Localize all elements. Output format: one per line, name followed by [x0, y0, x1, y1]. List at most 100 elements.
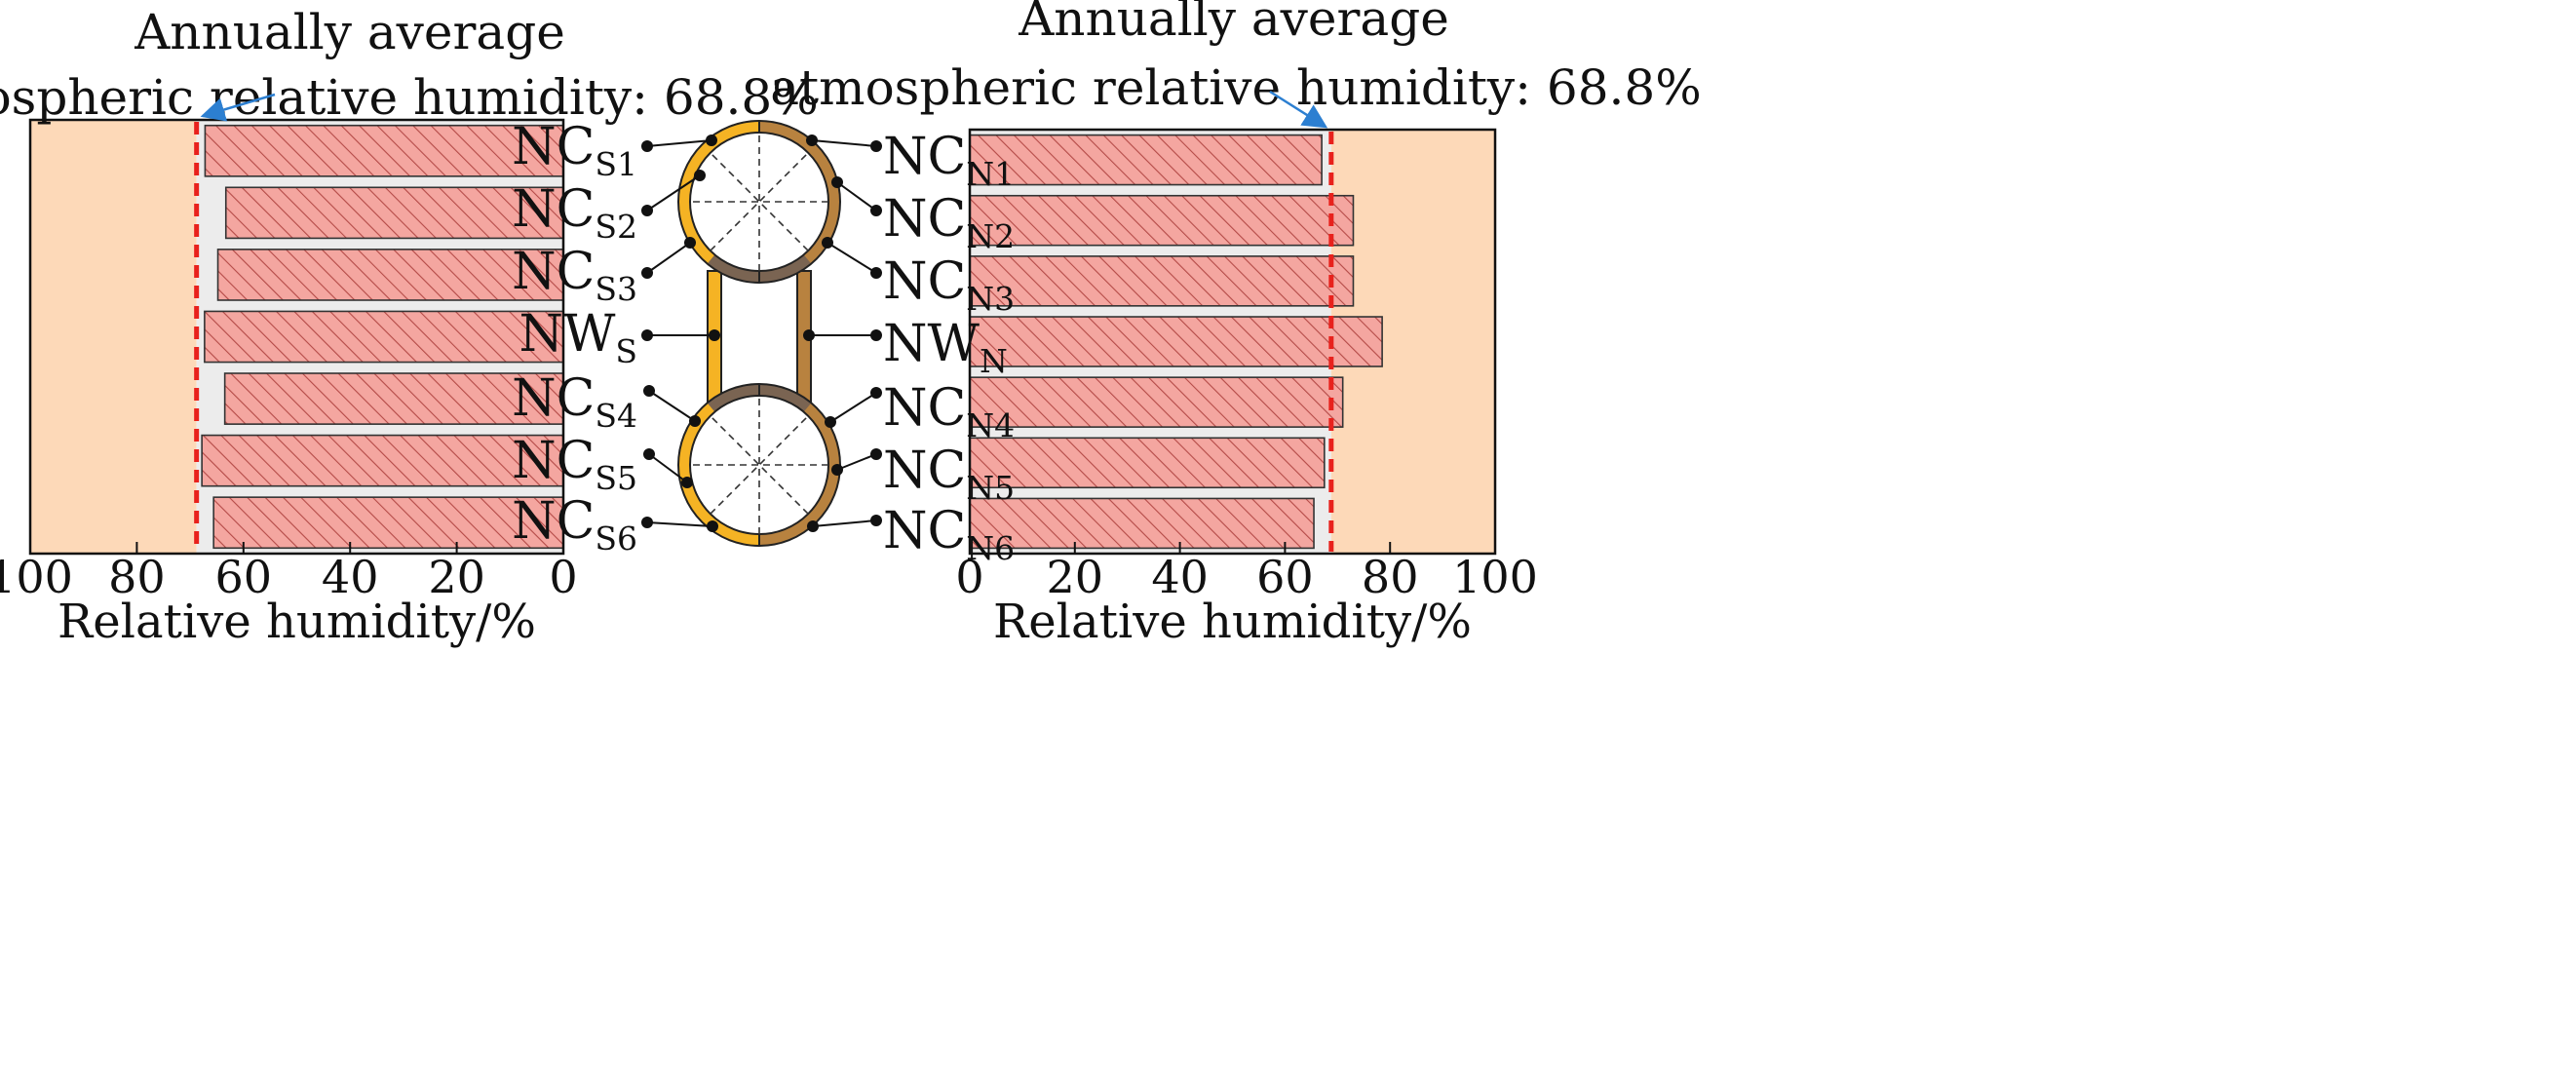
north-humidity-chart: 0 20 40 60 80 100 Relative humidity/% Annuall… [770, 0, 1702, 649]
x-axis-ticks: 0 20 40 60 80 100 [955, 542, 1538, 603]
measurement-point [706, 135, 717, 146]
label-nc-n1: NCN1 [883, 128, 1015, 193]
x-axis-label: Relative humidity/% [58, 595, 536, 649]
south-humidity-chart: 100 80 60 40 20 0 Relative humidity/% Annuall… [0, 4, 819, 649]
bar-nc-n4 [969, 376, 1344, 428]
leader-dot [641, 205, 653, 216]
bar-nc-s1 [204, 124, 564, 177]
leader-dot [643, 448, 655, 460]
x-tick-label: 60 [215, 551, 273, 603]
leader-s4 [648, 390, 696, 422]
bar-nc-s3 [216, 249, 564, 301]
bar-nc-s5 [201, 434, 564, 487]
bar-series [969, 134, 1383, 550]
label-nc-s1: NCS1 [512, 118, 637, 183]
leader-n3 [827, 242, 877, 274]
leader-dot [641, 140, 653, 152]
leader-s5 [648, 453, 688, 483]
measurement-point [807, 520, 819, 532]
x-tick-label: 80 [108, 551, 166, 603]
x-tick-label: 100 [1452, 551, 1538, 603]
bar-series [201, 124, 564, 550]
leader-s2 [646, 174, 701, 212]
leader-n2 [836, 181, 877, 212]
x-tick-label: 80 [1362, 551, 1419, 603]
leader-dot [641, 517, 653, 528]
leader-dot [870, 515, 882, 526]
measurement-point [689, 415, 701, 427]
leader-dot [870, 387, 882, 399]
leader-dot [641, 267, 653, 279]
bar-nw-n [969, 316, 1383, 367]
label-nc-s2: NCS2 [512, 180, 637, 246]
measurement-point [806, 135, 818, 146]
annotation-arrow [1269, 90, 1328, 129]
x-tick-label: 0 [955, 551, 983, 603]
plot-frame [28, 118, 565, 556]
leader-s1 [646, 139, 712, 147]
x-tick-label: 20 [1047, 551, 1104, 603]
x-tick-label: 0 [549, 551, 577, 603]
measurement-point [684, 237, 696, 249]
leader-n4 [829, 392, 877, 423]
x-tick-label: 40 [322, 551, 379, 603]
label-nc-n3: NCN3 [883, 252, 1015, 318]
annotation-line-1: Annually average [1018, 0, 1449, 47]
leader-s6 [646, 521, 713, 527]
measurement-point [709, 329, 720, 341]
x-tick-label: 40 [1151, 551, 1209, 603]
leader-n5 [836, 453, 877, 471]
label-nc-n6: NCN6 [883, 502, 1015, 567]
leader-dot [643, 385, 655, 397]
x-tick-label: 60 [1256, 551, 1314, 603]
measurement-point [822, 237, 833, 249]
annotation-line-2: atmospheric relative humidity: 68.8% [0, 69, 819, 126]
leader-s3 [646, 242, 691, 274]
leader-n6 [812, 519, 877, 527]
bar-nc-n5 [969, 437, 1326, 489]
bar-nc-s6 [212, 496, 564, 550]
measurement-point [681, 477, 693, 488]
label-nc-n2: NCN2 [883, 190, 1015, 255]
label-nc-n4: NCN4 [883, 379, 1015, 444]
measurement-point [694, 170, 706, 181]
x-axis-label: Relative humidity/% [993, 595, 1472, 649]
label-nw-s: NWS [519, 305, 637, 370]
x-tick-label: 100 [0, 551, 73, 603]
measurement-point [831, 176, 843, 188]
leader-dot [641, 329, 653, 341]
leader-dot [870, 448, 882, 460]
x-axis-ticks: 100 80 60 40 20 0 [0, 542, 578, 603]
label-nc-s6: NCS6 [512, 492, 637, 558]
plot-frame [968, 128, 1497, 556]
bar-nc-n3 [969, 255, 1355, 307]
bar-nw-s [204, 310, 564, 364]
above-average-zone [30, 120, 197, 554]
bar-nc-s4 [223, 372, 564, 425]
bar-nc-n1 [969, 134, 1323, 186]
label-nc-s5: NCS5 [512, 432, 637, 497]
tunnel-cross-section [677, 120, 841, 547]
annotation-arrow [200, 93, 276, 122]
measurement-point [803, 329, 815, 341]
measurement-point [707, 520, 718, 532]
measurement-point-labels: NCS1NCS2NCS3NWSNCS4NCS5NCS6NCN1NCN2NCN3N… [512, 118, 1015, 567]
cross-section-diagram: NCS1NCS2NCS3NWSNCS4NCS5NCS6NCN1NCN2NCN3N… [512, 118, 1015, 567]
label-nw-n: NWN [883, 315, 1008, 380]
x-tick-label: 20 [428, 551, 485, 603]
bar-nc-n2 [969, 194, 1355, 247]
label-nc-n5: NCN5 [883, 442, 1015, 507]
annotation-line-2: atmospheric relative humidity: 68.8% [770, 59, 1702, 116]
bar-nc-n6 [969, 497, 1315, 550]
measurement-point-leaders [641, 135, 882, 532]
label-nc-s3: NCS3 [512, 243, 637, 308]
leader-n1 [811, 139, 877, 147]
measurement-point [825, 416, 836, 428]
leader-dot [870, 329, 882, 341]
leader-dot [870, 267, 882, 279]
label-nc-s4: NCS4 [512, 369, 637, 435]
annotation-line-1: Annually average [134, 4, 565, 60]
measurement-point [831, 464, 843, 476]
leader-dot [870, 140, 882, 152]
